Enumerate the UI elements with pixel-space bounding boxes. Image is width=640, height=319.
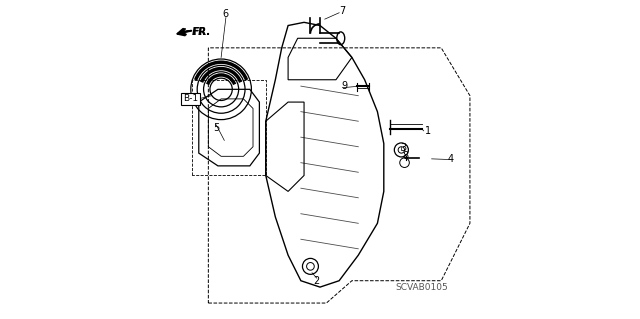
Text: B-1: B-1 <box>182 94 199 104</box>
Text: FR.: FR. <box>193 27 211 37</box>
Text: 2: 2 <box>314 276 320 286</box>
Text: SCVAB0105: SCVAB0105 <box>396 283 449 292</box>
Text: 5: 5 <box>213 122 220 133</box>
Text: 7: 7 <box>339 6 346 16</box>
Text: 9: 9 <box>342 81 348 91</box>
Text: 1: 1 <box>425 126 431 136</box>
Text: B-1: B-1 <box>183 94 198 103</box>
Text: 4: 4 <box>448 154 454 165</box>
Text: 6: 6 <box>223 9 229 19</box>
Text: 3: 3 <box>401 143 406 153</box>
Text: FR.: FR. <box>192 27 211 37</box>
Text: 8: 8 <box>403 151 408 161</box>
